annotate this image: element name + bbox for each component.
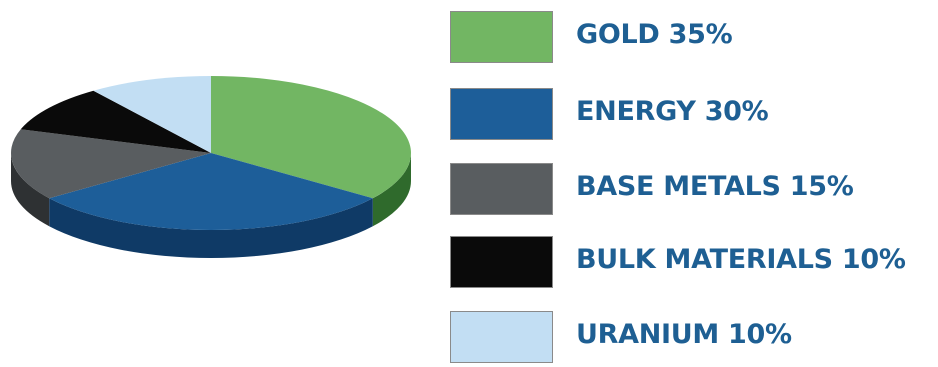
legend-label-uranium: URANIUM 10% <box>576 319 792 350</box>
legend: GOLD 35% ENERGY 30% BASE METALS 15% BULK… <box>450 0 938 365</box>
pie-slice-energy <box>49 153 373 230</box>
legend-item-uranium: URANIUM 10% <box>450 311 938 367</box>
pie-chart <box>11 76 411 258</box>
pie-sides <box>11 153 411 258</box>
pie-slice-gold <box>211 76 411 199</box>
pie-slice-uranium <box>93 76 211 153</box>
legend-swatch-gold <box>450 11 553 63</box>
pie-side-gold <box>372 153 411 227</box>
pie-slice-bulk-materials <box>20 90 211 153</box>
pie-slices <box>11 76 411 230</box>
legend-label-energy: ENERGY 30% <box>576 96 769 127</box>
legend-label-base-metals: BASE METALS 15% <box>576 171 854 202</box>
legend-label-gold: GOLD 35% <box>576 19 733 50</box>
legend-item-bulk-materials: BULK MATERIALS 10% <box>450 236 938 292</box>
legend-item-gold: GOLD 35% <box>450 11 938 67</box>
legend-swatch-energy <box>450 88 553 140</box>
pie-slice-base-metals <box>11 129 212 199</box>
pie-side-base-metals <box>11 153 50 227</box>
legend-swatch-uranium <box>450 311 553 363</box>
legend-item-energy: ENERGY 30% <box>450 88 938 144</box>
legend-item-base-metals: BASE METALS 15% <box>450 163 938 219</box>
legend-swatch-bulk-materials <box>450 236 553 288</box>
pie-side-energy <box>49 198 373 258</box>
legend-label-bulk-materials: BULK MATERIALS 10% <box>576 244 906 275</box>
legend-swatch-base-metals <box>450 163 553 215</box>
